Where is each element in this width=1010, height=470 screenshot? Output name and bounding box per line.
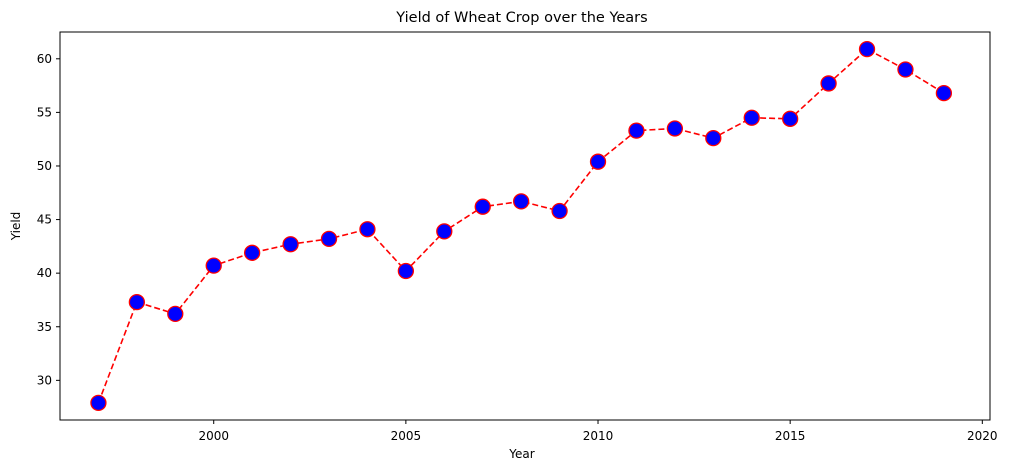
data-point	[743, 109, 760, 126]
x-axis-title: Year	[508, 447, 534, 461]
data-point	[513, 193, 530, 210]
x-tick-label: 2015	[775, 429, 806, 443]
data-point	[205, 257, 222, 274]
y-tick-label: 45	[37, 213, 52, 227]
data-point	[897, 61, 914, 78]
y-tick-label: 30	[37, 373, 52, 387]
y-axis: 30 35 40 45 50 55 60	[37, 52, 60, 387]
y-tick-label: 35	[37, 320, 52, 334]
x-tick-label: 2010	[583, 429, 614, 443]
data-point	[282, 236, 299, 253]
data-point	[90, 394, 107, 412]
data-point	[705, 129, 722, 147]
y-tick-label: 60	[37, 52, 52, 66]
y-tick-label: 40	[37, 266, 52, 280]
data-point	[935, 84, 953, 102]
data-point	[128, 293, 146, 311]
data-point	[666, 120, 684, 137]
data-point	[320, 230, 338, 248]
y-tick-label: 55	[37, 105, 52, 119]
data-point	[820, 75, 837, 92]
data-point	[589, 153, 607, 170]
data-point	[551, 202, 568, 220]
data-point	[782, 110, 799, 127]
data-point	[167, 305, 184, 323]
series-yield	[90, 40, 953, 412]
data-point	[436, 223, 453, 240]
data-point	[858, 40, 876, 58]
x-tick-label: 2000	[198, 429, 229, 443]
x-tick-label: 2020	[967, 429, 998, 443]
data-point	[397, 262, 415, 280]
x-tick-label: 2005	[391, 429, 422, 443]
data-point	[628, 122, 645, 139]
data-point	[359, 221, 376, 238]
data-point	[243, 244, 261, 261]
data-point	[474, 198, 491, 215]
x-axis: 2000 2005 2010 2015 2020	[198, 420, 998, 443]
series-line	[97, 48, 945, 404]
plot-area	[59, 31, 991, 421]
chart-title: Yield of Wheat Crop over the Years	[395, 10, 647, 26]
y-axis-title: Yield	[9, 212, 23, 242]
y-tick-label: 50	[37, 159, 52, 173]
